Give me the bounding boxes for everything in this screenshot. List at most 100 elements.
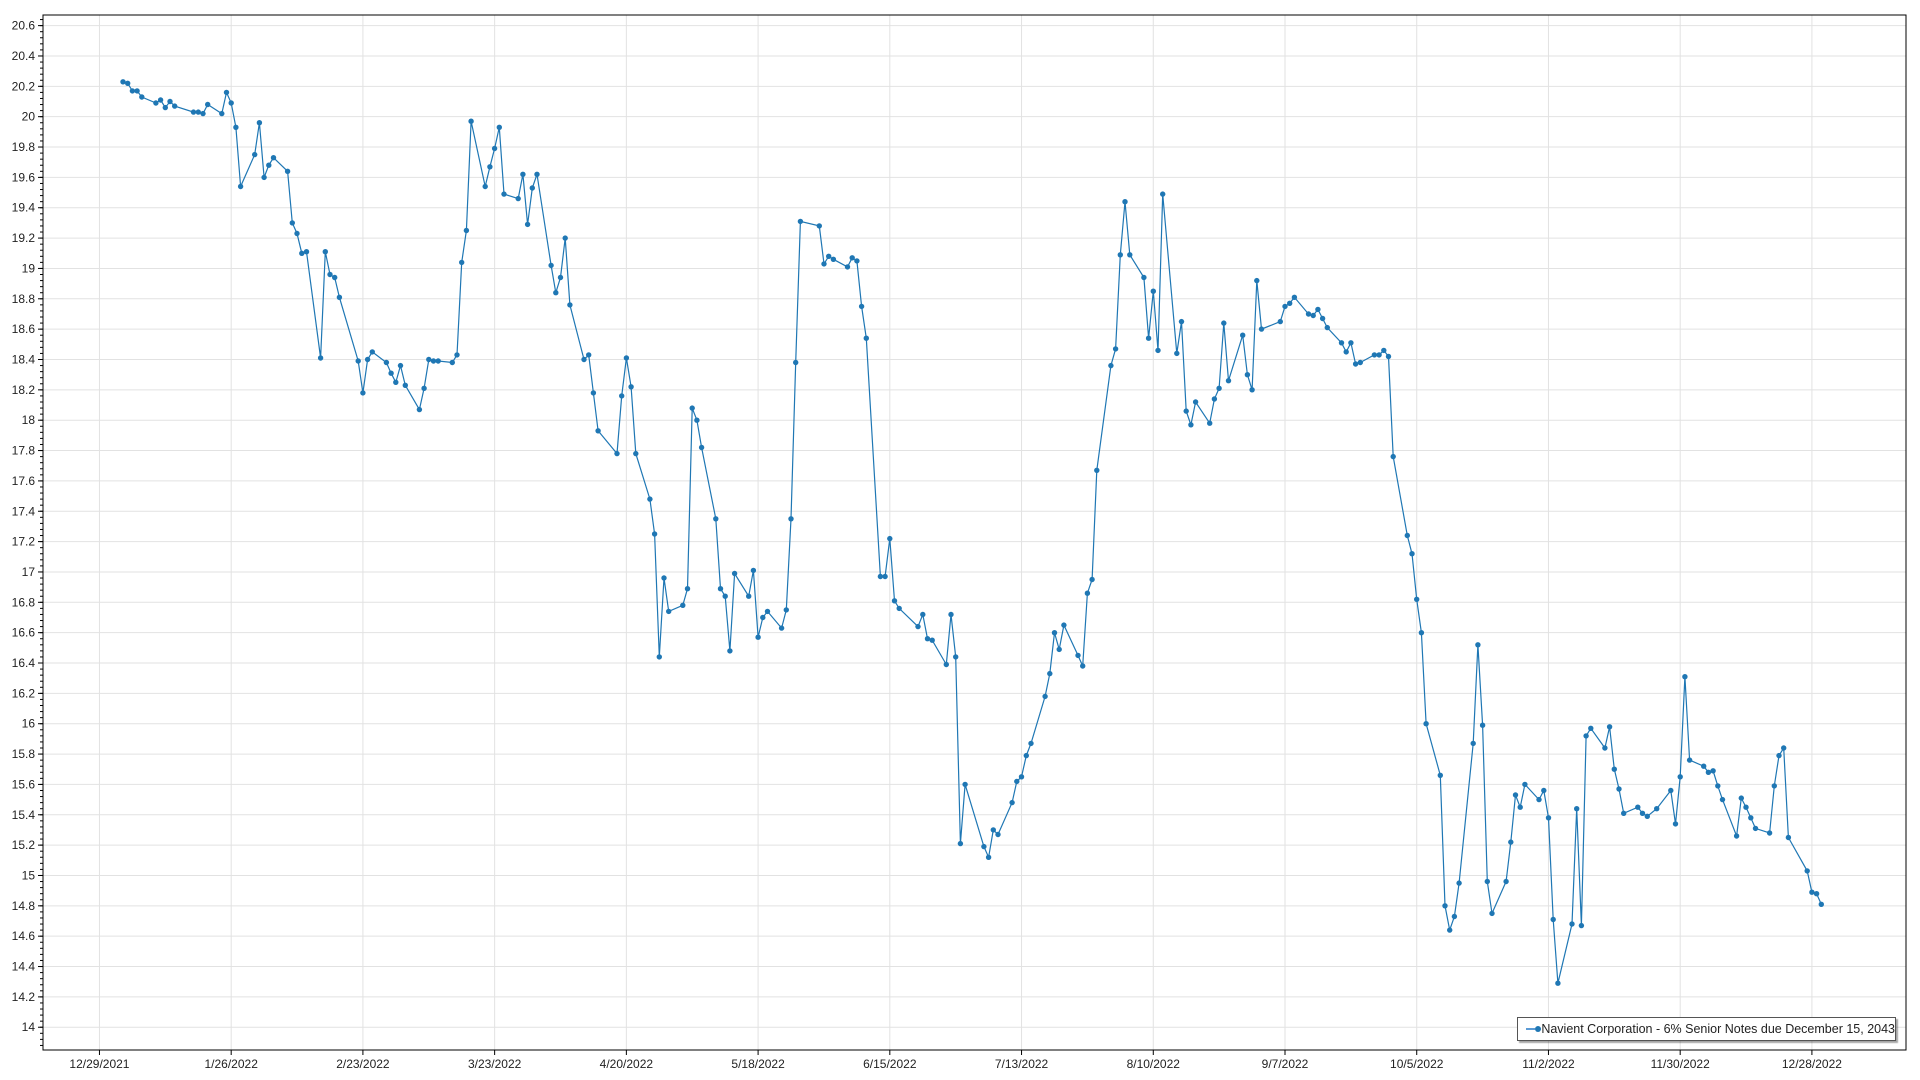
data-point xyxy=(1225,378,1232,384)
data-point xyxy=(1418,630,1425,636)
x-tick-label: 8/10/2022 xyxy=(1127,1057,1181,1071)
x-tick-label: 2/23/2022 xyxy=(336,1057,390,1071)
data-point xyxy=(1621,810,1627,816)
data-point xyxy=(1390,453,1396,460)
y-tick-label: 16.8 xyxy=(12,595,36,609)
x-tick-label: 12/28/2022 xyxy=(1782,1057,1842,1071)
data-point xyxy=(797,218,804,225)
data-point xyxy=(633,450,639,457)
data-point xyxy=(1056,646,1062,653)
data-point xyxy=(454,352,460,358)
data-point xyxy=(1249,387,1255,393)
data-point xyxy=(882,573,888,580)
data-point xyxy=(1588,725,1594,731)
x-tick-label: 9/7/2022 xyxy=(1262,1057,1309,1071)
data-point xyxy=(1018,774,1025,780)
data-point xyxy=(619,393,625,399)
data-point xyxy=(858,303,865,310)
data-point xyxy=(1686,757,1693,763)
data-point xyxy=(548,262,554,269)
data-point xyxy=(553,290,559,296)
data-point xyxy=(1061,622,1067,628)
data-point xyxy=(929,637,935,643)
data-point xyxy=(1644,813,1651,819)
data-point xyxy=(1108,362,1114,369)
data-point xyxy=(125,80,131,87)
data-point xyxy=(722,593,728,599)
data-point xyxy=(487,164,493,170)
data-point xyxy=(299,250,305,256)
data-point xyxy=(139,94,145,100)
data-point xyxy=(651,531,658,537)
data-point xyxy=(948,611,954,618)
data-point xyxy=(1183,408,1189,414)
data-point xyxy=(1192,399,1199,405)
data-point xyxy=(1080,663,1086,669)
data-point xyxy=(416,406,423,413)
data-point xyxy=(289,220,295,226)
y-tick-label: 16 xyxy=(22,717,36,731)
data-point xyxy=(1682,674,1688,680)
data-point xyxy=(586,352,592,358)
data-point xyxy=(698,444,705,451)
data-point xyxy=(793,359,799,366)
data-point xyxy=(1042,693,1048,700)
data-point xyxy=(746,593,752,599)
data-point xyxy=(1517,804,1523,810)
data-point xyxy=(1804,868,1810,874)
data-point xyxy=(322,249,328,255)
x-tick-label: 11/30/2022 xyxy=(1651,1057,1710,1071)
data-point xyxy=(1282,303,1288,310)
data-point xyxy=(1089,576,1095,583)
data-point xyxy=(849,255,855,261)
data-point xyxy=(515,195,521,202)
data-point xyxy=(1221,320,1227,326)
x-tick-label: 11/2/2022 xyxy=(1522,1057,1575,1071)
data-point xyxy=(943,661,949,668)
data-point xyxy=(1009,799,1015,806)
legend-label: Navient Corporation - 6% Senior Notes du… xyxy=(1541,1022,1895,1036)
data-point xyxy=(190,109,197,115)
data-point xyxy=(1155,347,1161,354)
data-point xyxy=(1616,786,1622,792)
data-point xyxy=(1489,910,1495,917)
data-point xyxy=(981,843,987,850)
data-point xyxy=(1569,921,1575,927)
y-tick-label: 19.8 xyxy=(12,140,36,154)
data-point xyxy=(623,355,630,361)
data-point xyxy=(750,567,757,574)
data-point xyxy=(129,88,136,94)
x-tick-label: 7/13/2022 xyxy=(995,1057,1049,1071)
data-point xyxy=(266,162,272,168)
y-tick-label: 18.8 xyxy=(12,292,36,306)
y-tick-label: 15 xyxy=(22,868,36,882)
data-point xyxy=(877,573,884,580)
y-tick-label: 14.2 xyxy=(12,990,36,1004)
data-point xyxy=(1668,787,1674,794)
data-point xyxy=(1028,740,1034,747)
data-point xyxy=(1376,352,1382,358)
data-point xyxy=(153,100,159,106)
y-tick-label: 14.6 xyxy=(12,929,36,943)
data-point xyxy=(1752,825,1759,832)
data-point xyxy=(1611,766,1618,772)
data-point xyxy=(233,124,239,130)
data-point xyxy=(252,151,258,158)
data-point xyxy=(953,654,959,660)
data-point xyxy=(1512,792,1519,798)
data-point xyxy=(1141,274,1147,281)
data-point xyxy=(727,648,733,654)
data-point xyxy=(1536,796,1542,803)
data-point xyxy=(1447,927,1453,933)
data-point xyxy=(924,636,931,642)
data-point xyxy=(1094,467,1100,473)
data-point xyxy=(1150,288,1157,294)
data-point xyxy=(581,356,587,363)
data-point xyxy=(459,259,465,266)
grid xyxy=(43,15,1906,1050)
data-point xyxy=(369,349,375,355)
data-point xyxy=(1639,810,1646,816)
data-point xyxy=(1522,781,1528,788)
data-point xyxy=(1047,670,1053,677)
